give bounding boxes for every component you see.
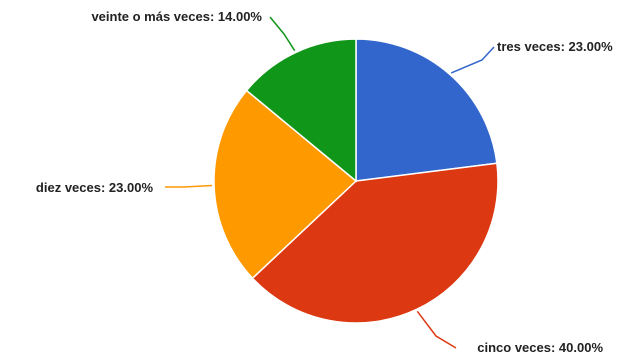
pie-slice-tres-veces[interactable] [355, 38, 498, 182]
pie-slice-veinte-o-más-veces[interactable] [245, 38, 357, 183]
slice-label: tres veces: 23.00% [497, 39, 613, 54]
pie-slice-cinco-veces[interactable] [251, 162, 499, 324]
leader-line [269, 16, 296, 52]
leader-line [165, 184, 213, 188]
pie-slice-diez-veces[interactable] [213, 89, 358, 280]
slice-label: veinte o más veces: 14.00% [91, 9, 262, 24]
pie-slices [213, 38, 499, 324]
slice-label: diez veces: 23.00% [36, 180, 154, 195]
leader-line [416, 310, 457, 349]
leader-lines [165, 16, 495, 349]
slice-labels: tres veces: 23.00% cinco veces: 40.00% die… [36, 9, 613, 355]
leader-line [450, 46, 495, 74]
slice-label: cinco veces: 40.00% [477, 340, 603, 355]
